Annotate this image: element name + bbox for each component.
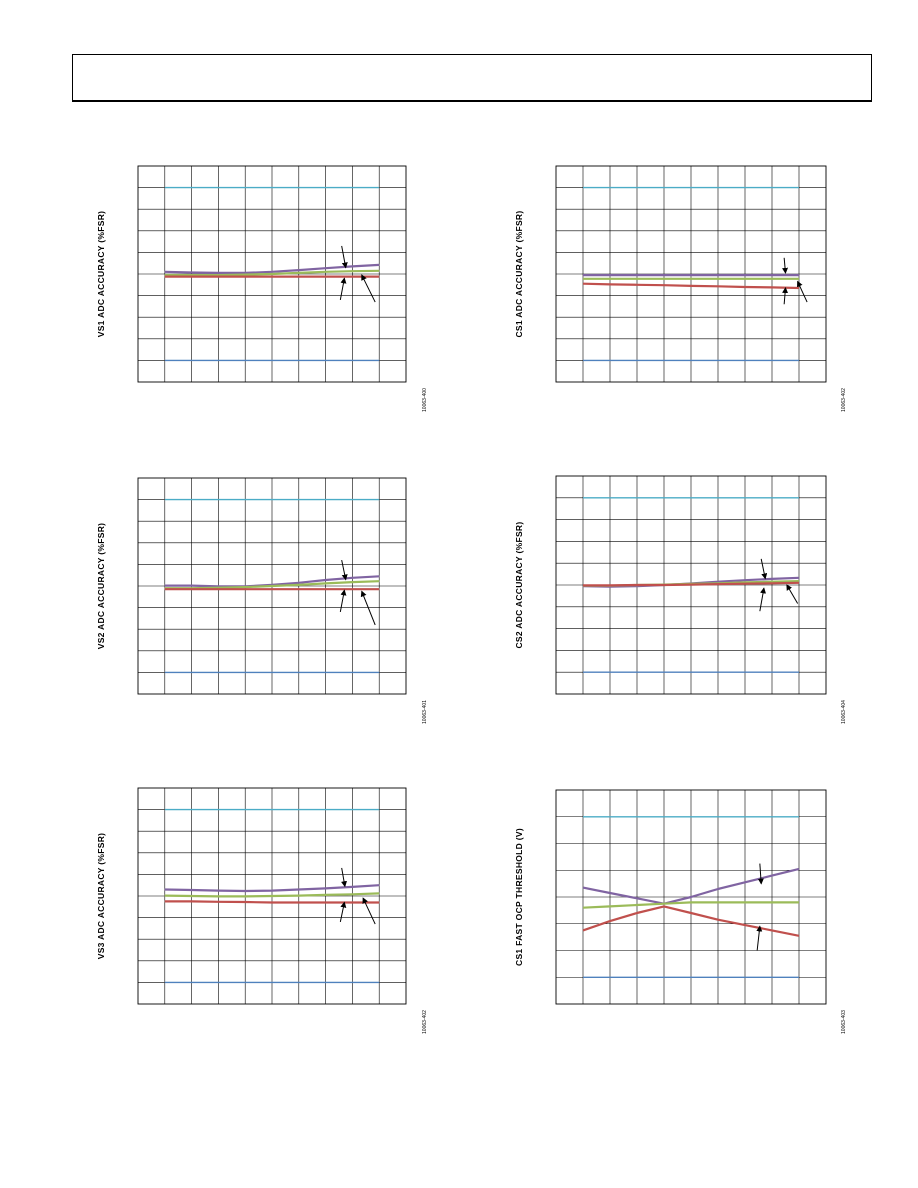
y-axis-label: CS2 ADC ACCURACY (%FSR) [514, 521, 524, 648]
figure-id: 10063-402 [841, 388, 847, 412]
chart-vs3-adc-accuracy: VS3 ADC ACCURACY (%FSR) 10063-402 [96, 787, 428, 1034]
y-axis-label: CS1 ADC ACCURACY (%FSR) [514, 210, 524, 337]
figure-id: 10063-400 [422, 388, 428, 412]
chart-cs2-adc-accuracy: CS2 ADC ACCURACY (%FSR) 10063-404 [514, 475, 847, 724]
figure-id: 10063-401 [422, 700, 428, 724]
series-line-4 [583, 581, 800, 587]
annotation-arrow [341, 867, 347, 888]
series-line-4 [582, 905, 800, 937]
annotation-arrow [797, 280, 808, 303]
chart-vs2-adc-accuracy: VS2 ADC ACCURACY (%FSR) 10063-401 [96, 477, 428, 724]
annotation-arrow [782, 257, 789, 274]
series-line-4 [164, 900, 380, 904]
y-axis-label: VS2 ADC ACCURACY (%FSR) [96, 523, 106, 650]
chart-vs1-adc-accuracy: VS1 ADC ACCURACY (%FSR) 10063-400 [96, 165, 428, 412]
series-line-2 [164, 884, 380, 893]
chart-cs1-adc-accuracy: CS1 ADC ACCURACY (%FSR) 10063-402 [514, 165, 847, 412]
page-header [72, 54, 872, 102]
annotation-arrow [786, 584, 799, 604]
annotation-arrow [756, 925, 763, 951]
figure-id: 10063-404 [841, 700, 847, 724]
series-line-3 [164, 580, 380, 590]
annotation-arrow [757, 863, 764, 885]
annotation-arrow [339, 277, 347, 301]
figure-id: 10063-402 [422, 1010, 428, 1034]
annotation-arrow [341, 245, 348, 269]
figure-id: 10063-403 [841, 1010, 847, 1034]
y-axis-label: CS1 FAST OCP THRESHOLD (V) [514, 828, 524, 966]
series-line-3 [164, 269, 380, 277]
y-axis-label: VS3 ADC ACCURACY (%FSR) [96, 833, 106, 960]
annotation-arrow [361, 274, 376, 303]
annotation-arrow [362, 897, 376, 925]
chart-cs1-fast-ocp-threshold: CS1 FAST OCP THRESHOLD (V) 10063-403 [514, 789, 847, 1034]
annotation-arrow [782, 287, 789, 305]
annotation-arrow [360, 590, 376, 626]
series-line-3 [164, 892, 380, 898]
series-line-3 [582, 901, 799, 909]
y-axis-label: VS1 ADC ACCURACY (%FSR) [96, 211, 106, 338]
annotation-arrow [759, 587, 766, 612]
annotation-arrow [760, 558, 768, 580]
annotation-arrow [339, 901, 347, 923]
annotation-arrow [339, 589, 347, 613]
series-line-2 [582, 867, 800, 905]
annotation-arrow [341, 559, 348, 581]
series-line-4 [582, 282, 800, 290]
